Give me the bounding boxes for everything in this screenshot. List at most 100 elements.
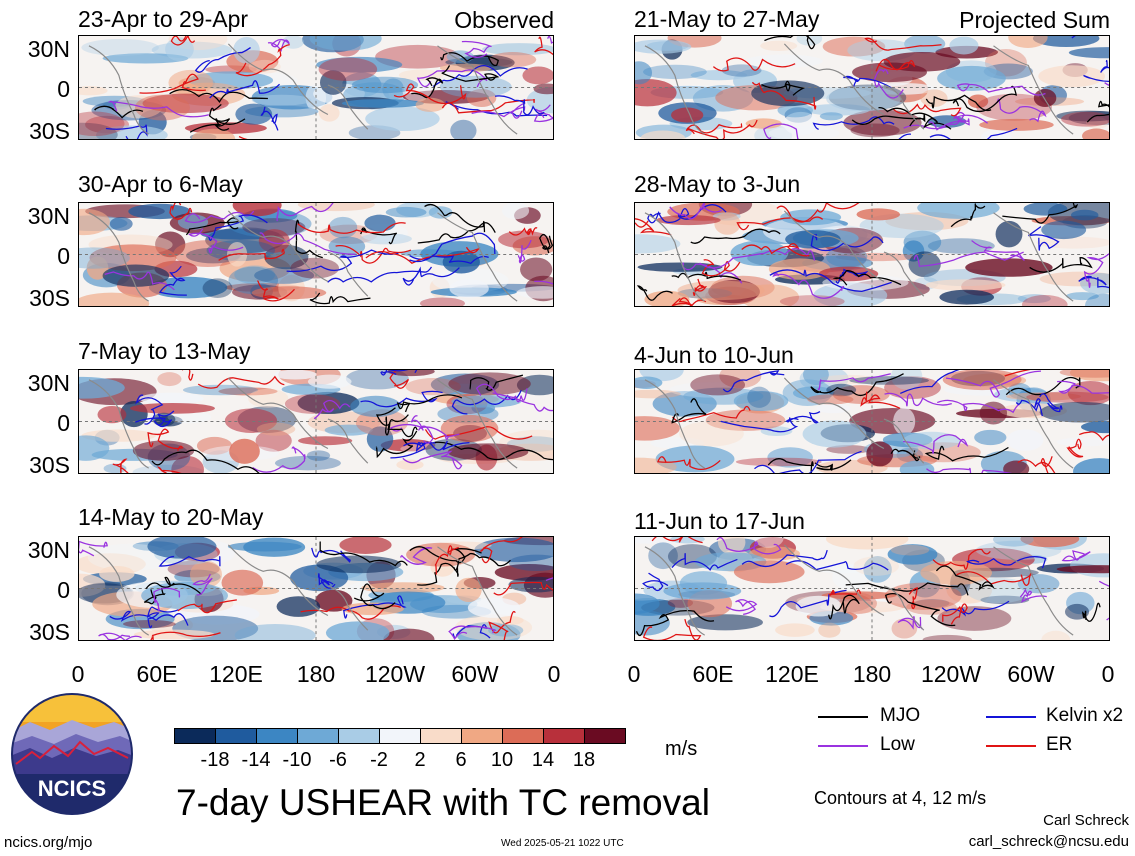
- coastline: [227, 544, 329, 617]
- wave-contour: [1039, 393, 1063, 413]
- x-label-0-end: 0: [547, 661, 561, 687]
- shear-shading: [1020, 537, 1080, 548]
- coastline: [783, 43, 885, 116]
- wave-contour: [884, 392, 952, 407]
- shear-shading: [364, 214, 396, 232]
- wave-contour: [479, 537, 523, 564]
- shear-shading: [522, 66, 553, 85]
- shear-shading: [86, 256, 109, 280]
- wave-contour: [185, 217, 241, 236]
- shear-shading: [417, 296, 470, 306]
- wave-contour: [313, 399, 351, 420]
- colorbar-box-6: [379, 728, 421, 744]
- wave-contour: [932, 548, 991, 570]
- wave-contour: [387, 414, 418, 438]
- shear-shading: [325, 621, 390, 640]
- shear-shading: [396, 459, 424, 470]
- wave-contour: [751, 81, 817, 110]
- x-label-60e: 60E: [136, 661, 178, 687]
- shear-shading: [79, 573, 106, 597]
- shear-shading: [922, 634, 972, 640]
- colorbar-box-7: [420, 728, 462, 744]
- wave-contour: [517, 239, 532, 264]
- y-label-eq: 0: [57, 410, 70, 436]
- wave-contour: [286, 249, 399, 273]
- wave-contour: [966, 556, 1047, 569]
- wave-contour: [928, 115, 970, 131]
- shear-shading: [747, 386, 771, 408]
- wave-contour: [685, 123, 743, 135]
- shear-shading: [439, 75, 512, 98]
- wave-contour: [157, 466, 182, 473]
- shear-map: [635, 36, 1109, 139]
- coastline: [327, 585, 369, 631]
- ncics-logo[interactable]: NCICS: [10, 692, 134, 816]
- wave-contour: [402, 266, 460, 286]
- colorbar-unit: m/s: [665, 738, 698, 760]
- shear-shading: [802, 420, 867, 448]
- wave-contour: [539, 233, 553, 254]
- coastline: [783, 377, 885, 450]
- footer-email[interactable]: carl_schreck@ncsu.edu: [968, 833, 1129, 850]
- wave-contour: [669, 203, 722, 220]
- wave-contour: [297, 222, 406, 234]
- shear-shading: [890, 370, 923, 390]
- wave-contour: [158, 555, 221, 567]
- legend-label-kelvin: Kelvin x2: [1046, 705, 1124, 726]
- wave-contour: [365, 246, 481, 265]
- wave-contour: [424, 203, 486, 233]
- panel-5-title: 21-May to 27-May: [634, 6, 820, 32]
- shear-shading: [256, 422, 296, 436]
- wave-contour: [701, 259, 741, 277]
- wave-contour: [736, 216, 824, 231]
- map-panel-4: [78, 536, 554, 641]
- y-label-30s: 30S: [29, 118, 70, 144]
- shear-shading: [305, 84, 327, 112]
- shear-shading: [345, 370, 409, 390]
- shear-shading: [1073, 458, 1109, 473]
- wave-contour: [924, 445, 1009, 462]
- shear-shading: [979, 401, 1008, 425]
- shear-shading: [102, 264, 170, 287]
- wave-contour: [493, 581, 553, 596]
- coastline: [437, 546, 518, 636]
- shear-map: [79, 203, 553, 306]
- shear-shading: [719, 370, 762, 389]
- wave-contour: [403, 440, 470, 451]
- wave-contour: [845, 582, 969, 596]
- shear-shading: [488, 51, 537, 68]
- shear-map: [79, 36, 553, 139]
- wave-contour: [469, 374, 524, 391]
- shear-shading: [819, 112, 843, 121]
- shear-shading: [1036, 236, 1109, 249]
- wave-contour: [534, 36, 553, 56]
- wave-contour: [690, 228, 781, 244]
- footer-url[interactable]: ncics.org/mjo: [4, 834, 93, 851]
- shear-shading: [341, 99, 424, 108]
- wave-contour: [182, 370, 194, 381]
- shear-shading: [783, 111, 819, 136]
- shear-shading: [315, 589, 353, 612]
- coastline: [644, 379, 705, 469]
- shear-shading: [920, 560, 992, 585]
- shear-map: [79, 537, 553, 640]
- wave-contour: [722, 370, 785, 393]
- legend-label-mjo: MJO: [880, 705, 921, 726]
- shear-shading: [807, 394, 854, 405]
- wave-contour: [319, 541, 408, 567]
- shear-shading: [1056, 110, 1109, 122]
- legend-line-low: [818, 745, 868, 747]
- x-label-60w: 60W: [1007, 661, 1055, 687]
- shear-shading: [274, 455, 341, 471]
- shear-shading: [79, 111, 125, 137]
- wave-contour: [1015, 398, 1043, 417]
- coastline: [227, 43, 329, 116]
- wave-contour: [1081, 602, 1101, 622]
- wave-contour: [892, 103, 962, 117]
- wave-contour: [135, 410, 175, 428]
- coastline: [883, 585, 925, 631]
- wave-contour: [925, 94, 992, 112]
- wave-contour: [860, 391, 901, 409]
- coastline: [993, 546, 1074, 636]
- wave-contour: [107, 100, 210, 118]
